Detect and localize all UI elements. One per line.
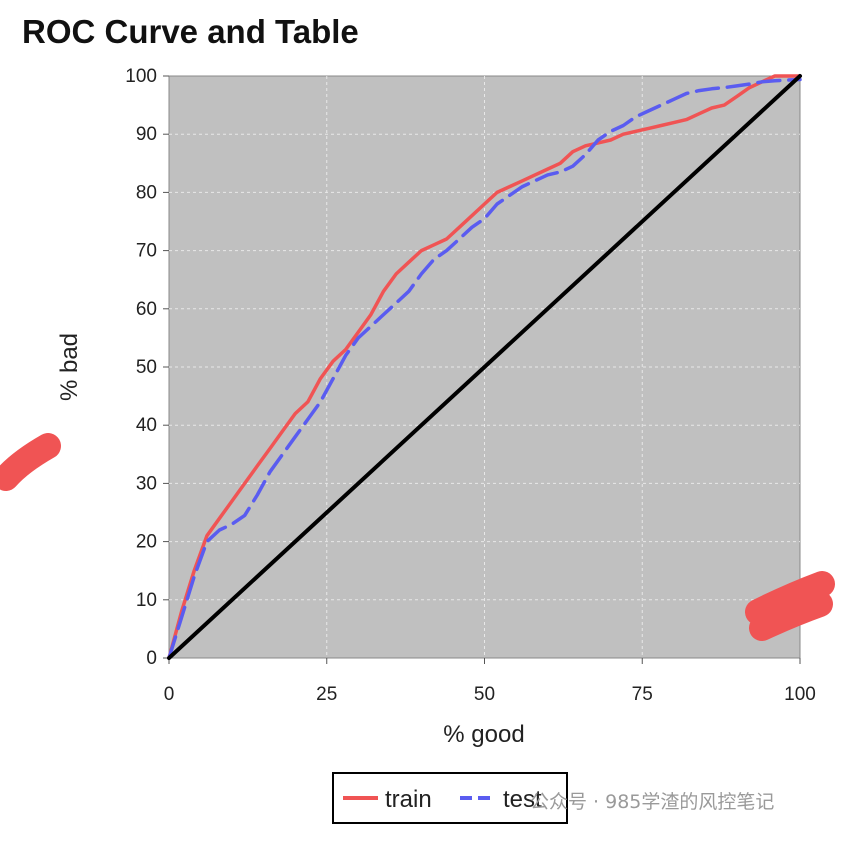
diagonal-reference-line xyxy=(167,74,802,660)
y-tick-label: 50 xyxy=(136,357,157,378)
series-line-test xyxy=(167,77,802,660)
x-tick-label: 75 xyxy=(632,684,653,705)
y-tick-label: 60 xyxy=(136,299,157,320)
x-tick-label: 100 xyxy=(784,684,816,705)
legend: train test xyxy=(332,772,568,824)
redaction-mark-right xyxy=(745,571,835,641)
series-lines xyxy=(167,74,802,660)
x-ticks: 0 25 50 75 100 xyxy=(164,658,816,705)
watermark-text: 公众号 · 985学渣的风控笔记 xyxy=(530,791,774,813)
y-tick-label: 0 xyxy=(146,648,157,669)
y-tick-label: 80 xyxy=(136,182,157,203)
y-tick-label: 20 xyxy=(136,532,157,553)
series-line-train xyxy=(167,74,802,660)
y-tick-label: 90 xyxy=(136,124,157,145)
redaction-mark-left xyxy=(0,433,61,491)
x-axis-label: % good xyxy=(443,721,524,748)
y-tick-label: 70 xyxy=(136,241,157,262)
x-tick-label: 25 xyxy=(316,684,337,705)
x-tick-label: 50 xyxy=(474,684,495,705)
y-tick-label: 100 xyxy=(125,66,157,87)
y-axis-label: % bad xyxy=(56,333,83,401)
legend-test-label: test xyxy=(503,786,542,813)
y-ticks: 0 10 20 30 40 50 60 70 80 90 100 xyxy=(125,66,169,669)
legend-train-label: train xyxy=(385,786,432,813)
x-tick-label: 0 xyxy=(164,684,175,705)
y-tick-label: 40 xyxy=(136,415,157,436)
y-tick-label: 10 xyxy=(136,590,157,611)
chart-title: ROC Curve and Table xyxy=(22,13,359,50)
y-tick-label: 30 xyxy=(136,473,157,494)
